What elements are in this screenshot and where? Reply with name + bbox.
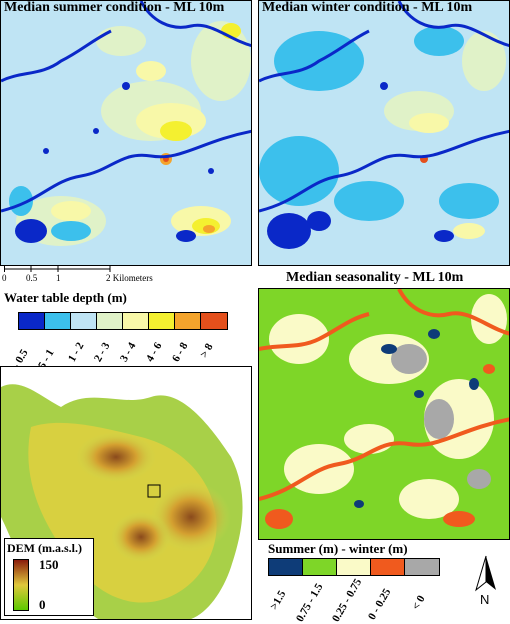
wtd-label-3: 2 - 3 <box>92 340 113 364</box>
season-label-0: >1.5 <box>268 588 289 612</box>
north-label: N <box>480 592 490 607</box>
summer-map-graphic <box>1 1 251 265</box>
dem-legend: DEM (m.a.s.l.) 150 0 <box>4 538 94 616</box>
season-swatch-4 <box>404 558 440 576</box>
seasonality-legend-title: Summer (m) - winter (m) <box>268 541 408 556</box>
scale-tick-1: 1 <box>56 273 61 283</box>
summer-map <box>0 0 252 266</box>
seasonality-map-graphic <box>259 289 509 539</box>
wtd-label-5: 4 - 6 <box>144 340 165 364</box>
wtd-swatch-0 <box>18 312 45 330</box>
season-label-2: 0.25 - 0.75 <box>330 576 365 624</box>
dem-legend-max: 150 <box>39 557 59 572</box>
winter-map-title: Median winter condition - ML 10m <box>262 0 473 15</box>
wtd-label-6: 6 - 8 <box>170 340 191 364</box>
scale-tick-0-5: 0.5 <box>26 273 38 283</box>
wtd-legend-title: Water table depth (m) <box>4 290 127 305</box>
summer-map-title: Median summer condition - ML 10m <box>4 0 225 15</box>
wtd-legend <box>18 312 230 332</box>
north-arrow-icon <box>475 555 496 592</box>
seasonality-map <box>258 288 510 540</box>
wtd-swatch-4 <box>122 312 149 330</box>
scale-bar: 0 0.5 1 2 Kilometers <box>2 266 164 288</box>
season-swatch-3 <box>370 558 405 576</box>
north-arrow: N <box>474 554 498 610</box>
wtd-swatch-5 <box>148 312 175 330</box>
wtd-swatch-2 <box>70 312 97 330</box>
wtd-swatch-7 <box>200 312 228 330</box>
dem-legend-min: 0 <box>39 597 46 612</box>
seasonality-legend <box>268 558 448 578</box>
season-label-1: 0.75 - 1.5 <box>294 581 326 624</box>
scale-bar-graphic <box>4 266 111 272</box>
season-swatch-0 <box>268 558 303 576</box>
season-label-3: 0 - 0.25 <box>366 586 394 622</box>
wtd-swatch-6 <box>174 312 201 330</box>
winter-map <box>258 0 510 266</box>
season-swatch-2 <box>336 558 371 576</box>
wtd-swatch-1 <box>44 312 71 330</box>
wtd-label-4: 3 - 4 <box>118 340 139 364</box>
winter-map-graphic <box>259 1 509 265</box>
season-swatch-1 <box>302 558 337 576</box>
scale-tick-0: 0 <box>2 273 7 283</box>
scale-tick-2: 2 Kilometers <box>106 273 153 283</box>
dem-legend-title: DEM (m.a.s.l.) <box>7 541 82 555</box>
dem-colorbar <box>13 559 29 611</box>
wtd-label-7: > 8 <box>198 341 216 360</box>
season-label-4: < 0 <box>410 593 428 612</box>
wtd-label-2: 1 - 2 <box>66 340 87 364</box>
seasonality-map-title: Median seasonality - ML 10m <box>286 270 464 285</box>
wtd-swatch-3 <box>96 312 123 330</box>
